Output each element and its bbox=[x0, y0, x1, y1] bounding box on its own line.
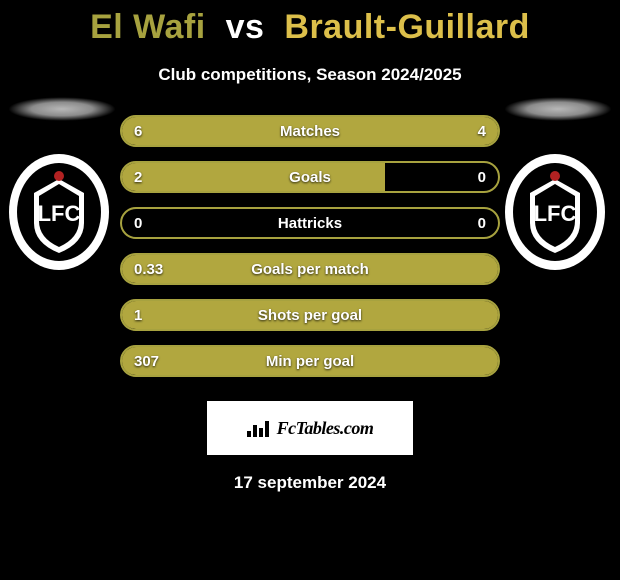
date-label: 17 september 2024 bbox=[0, 473, 620, 493]
svg-text:LFC: LFC bbox=[38, 201, 81, 226]
brand-badge: FcTables.com bbox=[207, 401, 413, 455]
stat-label: Goals per match bbox=[122, 255, 498, 283]
left-team-badge: LFC bbox=[8, 97, 116, 271]
brand-bars-icon bbox=[247, 419, 269, 437]
stat-row: 1Shots per goal bbox=[120, 299, 500, 331]
right-team-badge: LFC bbox=[504, 97, 612, 271]
stat-label: Hattricks bbox=[122, 209, 498, 237]
stat-label: Shots per goal bbox=[122, 301, 498, 329]
stats-bars: 64Matches 20Goals 00Hattricks 0.33Goals per… bbox=[120, 115, 500, 377]
subtitle: Club competitions, Season 2024/2025 bbox=[0, 65, 620, 85]
content-area: LFC LFC 64Matches 20Goals 00Hattricks 0.33G… bbox=[0, 115, 620, 493]
left-crest-icon: LFC bbox=[8, 153, 110, 271]
stat-row: 20Goals bbox=[120, 161, 500, 193]
shadow-ellipse bbox=[8, 97, 116, 121]
player2-name: Brault-Guillard bbox=[284, 8, 530, 46]
stat-label: Matches bbox=[122, 117, 498, 145]
stat-row: 64Matches bbox=[120, 115, 500, 147]
stat-row: 307Min per goal bbox=[120, 345, 500, 377]
player1-name: El Wafi bbox=[90, 8, 206, 46]
comparison-title: El Wafi vs Brault-Guillard bbox=[0, 0, 620, 47]
vs-label: vs bbox=[226, 8, 265, 46]
stat-label: Min per goal bbox=[122, 347, 498, 375]
stat-row: 0.33Goals per match bbox=[120, 253, 500, 285]
stat-label: Goals bbox=[122, 163, 498, 191]
brand-text: FcTables.com bbox=[277, 418, 374, 439]
right-crest-icon: LFC bbox=[504, 153, 606, 271]
shadow-ellipse bbox=[504, 97, 612, 121]
svg-text:LFC: LFC bbox=[534, 201, 577, 226]
stat-row: 00Hattricks bbox=[120, 207, 500, 239]
